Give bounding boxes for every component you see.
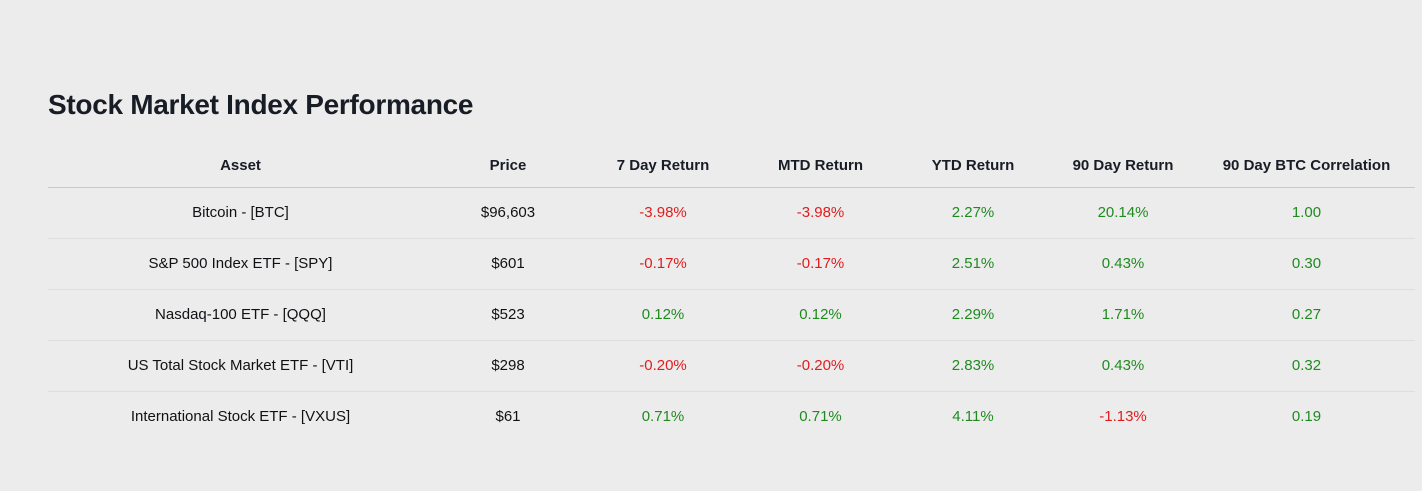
column-header-mtd-return: MTD Return: [743, 150, 898, 188]
btc-correlation-cell: 0.19: [1198, 390, 1415, 442]
ytd-return-cell: 2.51%: [898, 237, 1048, 290]
7d-return-cell: 0.12%: [583, 288, 743, 341]
90d-return-cell: 1.71%: [1048, 288, 1198, 341]
column-header-7d-return: 7 Day Return: [583, 150, 743, 188]
ytd-return-cell: 4.11%: [898, 390, 1048, 442]
table-row: US Total Stock Market ETF - [VTI] $298 -0.…: [48, 339, 1415, 392]
page-title: Stock Market Index Performance: [48, 89, 474, 120]
asset-cell: Bitcoin - [BTC]: [192, 204, 289, 222]
price-cell: $61: [433, 390, 583, 442]
7d-return-cell: -3.98%: [639, 204, 687, 222]
table-body: Bitcoin - [BTC] $96,603 -3.98% -3.98% 2.27% 2…: [48, 187, 1415, 442]
price-cell: $523: [433, 288, 583, 341]
ytd-return-cell: 2.27%: [951, 204, 995, 222]
90d-return-cell: 0.43%: [1048, 237, 1198, 290]
price-cell: $601: [433, 237, 583, 290]
7d-return-cell: -0.20%: [583, 339, 743, 392]
column-header-btc-correlation: 90 Day BTC Correlation: [1198, 150, 1415, 188]
price-cell: $96,603: [480, 204, 536, 222]
column-header-90d-return: 90 Day Return: [1048, 150, 1198, 188]
table-row: Nasdaq-100 ETF - [QQQ] $523 0.12% 0.12% 2.29…: [48, 288, 1415, 341]
90d-return-cell: 0.43%: [1048, 339, 1198, 392]
table-row: Bitcoin - [BTC] $96,603 -3.98% -3.98% 2.27% 2…: [48, 187, 1415, 238]
column-header-price: Price: [433, 150, 583, 188]
table-header: Asset Price 7 Day Return MTD Return YTD Retu…: [48, 150, 1415, 188]
mtd-return-cell: -0.17%: [743, 237, 898, 290]
asset-cell: S&P 500 Index ETF - [SPY]: [48, 237, 433, 290]
90d-return-cell: -1.13%: [1048, 390, 1198, 442]
column-header-asset: Asset: [48, 150, 433, 188]
column-header-ytd-return: YTD Return: [898, 150, 1048, 188]
btc-correlation-cell: 0.30: [1198, 237, 1415, 290]
ytd-return-cell: 2.83%: [898, 339, 1048, 392]
mtd-return-cell: 0.12%: [743, 288, 898, 341]
page: Stock Market Index Performance Asset Pric…: [48, 89, 1415, 442]
table-row: International Stock ETF - [VXUS] $61 0.71%…: [48, 390, 1415, 442]
asset-cell: US Total Stock Market ETF - [VTI]: [48, 339, 433, 392]
table-header-row: Asset Price 7 Day Return MTD Return YTD Retu…: [48, 150, 1415, 188]
7d-return-cell: 0.71%: [583, 390, 743, 442]
btc-correlation-cell: 0.27: [1198, 288, 1415, 341]
price-cell: $298: [433, 339, 583, 392]
btc-correlation-cell: 0.32: [1198, 339, 1415, 392]
asset-cell: Nasdaq-100 ETF - [QQQ]: [48, 288, 433, 341]
mtd-return-cell: -0.20%: [743, 339, 898, 392]
table-row: S&P 500 Index ETF - [SPY] $601 -0.17% -0.17…: [48, 237, 1415, 290]
asset-cell: International Stock ETF - [VXUS]: [48, 390, 433, 442]
90d-return-cell: 20.14%: [1097, 204, 1149, 222]
7d-return-cell: -0.17%: [583, 237, 743, 290]
btc-correlation-cell: 1.00: [1291, 204, 1322, 222]
performance-table: Asset Price 7 Day Return MTD Return YTD Retu…: [48, 150, 1415, 442]
ytd-return-cell: 2.29%: [898, 288, 1048, 341]
mtd-return-cell: 0.71%: [743, 390, 898, 442]
mtd-return-cell: -3.98%: [796, 204, 845, 222]
